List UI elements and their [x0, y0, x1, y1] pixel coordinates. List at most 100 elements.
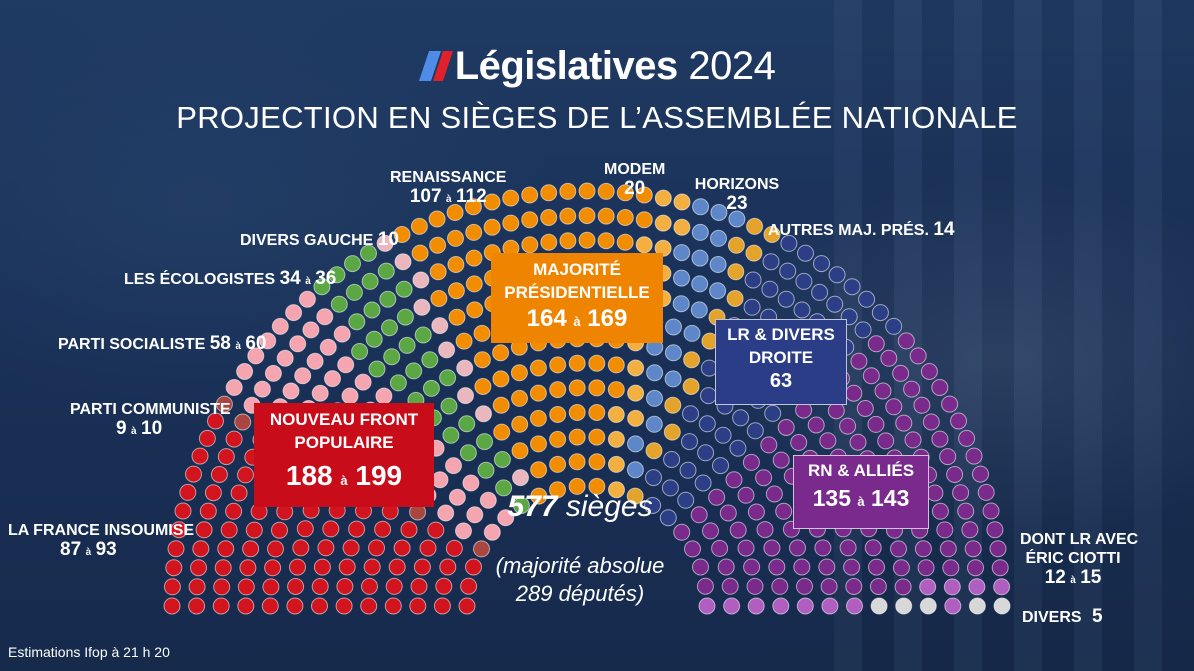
seat-rn: [991, 559, 1009, 577]
seat-rn: [950, 412, 967, 430]
seat-dvg: [431, 317, 449, 335]
seat-renaissance: [616, 209, 634, 226]
seat-modem: [607, 455, 625, 473]
bloc-maj-line2: PRÉSIDENTIELLE: [504, 283, 650, 302]
seat-rn: [843, 558, 861, 576]
seat-lfi: [204, 484, 222, 502]
seat-renaissance: [607, 381, 625, 399]
seat-renaissance: [578, 231, 596, 249]
seat-renaissance: [511, 415, 529, 433]
seat-renaissance: [429, 263, 447, 281]
seat-rn: [839, 417, 857, 435]
seat-divers: [919, 597, 937, 615]
seat-lfi: [191, 447, 209, 465]
seat-lfi: [170, 521, 188, 539]
seat-rn: [968, 578, 986, 596]
label-divers: DIVERS 5: [1022, 607, 1103, 627]
bloc-nfp-low: 188: [285, 460, 333, 491]
seat-eco: [440, 397, 458, 415]
seat-rn: [936, 521, 954, 539]
seat-lfi: [311, 578, 329, 595]
seat-ps: [311, 384, 329, 402]
seat-renaissance: [549, 430, 567, 448]
seat-autres_maj: [682, 378, 700, 395]
seat-eco: [493, 451, 511, 468]
seat-rn: [989, 540, 1007, 558]
seat-renaissance: [529, 359, 547, 377]
seat-rn: [961, 521, 979, 539]
seat-eco: [458, 415, 476, 433]
seat-renaissance: [521, 186, 539, 204]
seat-lr: [712, 457, 729, 475]
seat-lfi: [410, 577, 428, 595]
seat-rn: [845, 578, 863, 595]
seat-lfi: [360, 597, 378, 615]
seat-ps: [298, 290, 316, 308]
seat-lfi: [167, 540, 185, 558]
background-columns: [834, 0, 1194, 671]
bloc-nfp-line2: POPULAIRE: [294, 433, 394, 452]
label-lr-ciotti-high: 15: [1080, 567, 1102, 588]
seat-eco: [422, 379, 440, 397]
seat-rn: [965, 447, 983, 465]
seat-renaissance: [588, 379, 606, 397]
seat-renaissance: [473, 351, 491, 369]
seat-lfi: [199, 502, 217, 520]
seat-rn: [711, 539, 729, 557]
seat-renaissance: [465, 249, 483, 267]
seat-lfi: [271, 521, 288, 539]
label-dvg-name: DIVERS GAUCHE: [240, 232, 374, 249]
bloc-nfp-high: 199: [355, 460, 403, 491]
seat-eco: [363, 301, 381, 319]
label-autres-maj-name: AUTRES MAJ. PRÉS.: [768, 222, 929, 239]
source-note: Estimations Ifop à 21 h 20: [8, 644, 170, 660]
seat-rn: [909, 347, 927, 365]
seat-ps: [497, 509, 515, 527]
seat-divers: [993, 597, 1011, 615]
seat-rn: [756, 521, 774, 539]
label-ps-sep: à: [235, 341, 241, 352]
label-ps-high: 60: [245, 333, 267, 354]
seat-lfi: [198, 429, 216, 447]
seat-lfi: [433, 597, 451, 615]
seat-eco: [395, 280, 413, 298]
seat-lr: [871, 304, 889, 322]
seat-eco: [405, 362, 423, 380]
seat-renaissance: [588, 477, 606, 495]
seat-lfi: [230, 484, 248, 502]
seat-lfi: [237, 578, 255, 596]
seat-rn: [737, 486, 755, 504]
seat-divers: [895, 597, 913, 615]
seat-rn: [890, 540, 907, 558]
seat-modem: [607, 430, 625, 448]
seat-lr: [744, 271, 762, 289]
seat-renaissance: [448, 308, 466, 326]
seat-lr: [732, 409, 750, 427]
seat-rn: [862, 367, 880, 385]
seat-rn: [775, 502, 793, 520]
seat-dvg: [512, 469, 529, 487]
label-pcf-sep: à: [131, 426, 137, 437]
seat-lfi: [237, 597, 255, 615]
label-autres-maj: AUTRES MAJ. PRÉS. 14: [768, 220, 955, 240]
seat-lr: [813, 255, 830, 273]
seat-rn: [820, 578, 838, 595]
seat-ps: [294, 367, 312, 385]
seat-lr: [779, 262, 797, 280]
seat-renaissance: [474, 378, 492, 395]
seat-rn: [821, 597, 839, 615]
label-eco-low: 34: [279, 268, 301, 289]
seat-renaissance: [521, 211, 539, 229]
seat-rn: [796, 597, 814, 615]
seat-renaissance: [588, 428, 606, 446]
seat-dvg: [438, 341, 456, 359]
seat-divers: [870, 597, 888, 615]
seat-lfi: [400, 521, 418, 539]
seat-rn: [690, 506, 708, 524]
bloc-nfp-sep: à: [340, 473, 348, 488]
seat-lr: [885, 317, 903, 335]
seat-renaissance: [568, 404, 586, 421]
label-autres-maj-value: 14: [933, 219, 955, 240]
seat-lfi: [267, 540, 284, 558]
label-eco-high: 36: [315, 268, 337, 289]
